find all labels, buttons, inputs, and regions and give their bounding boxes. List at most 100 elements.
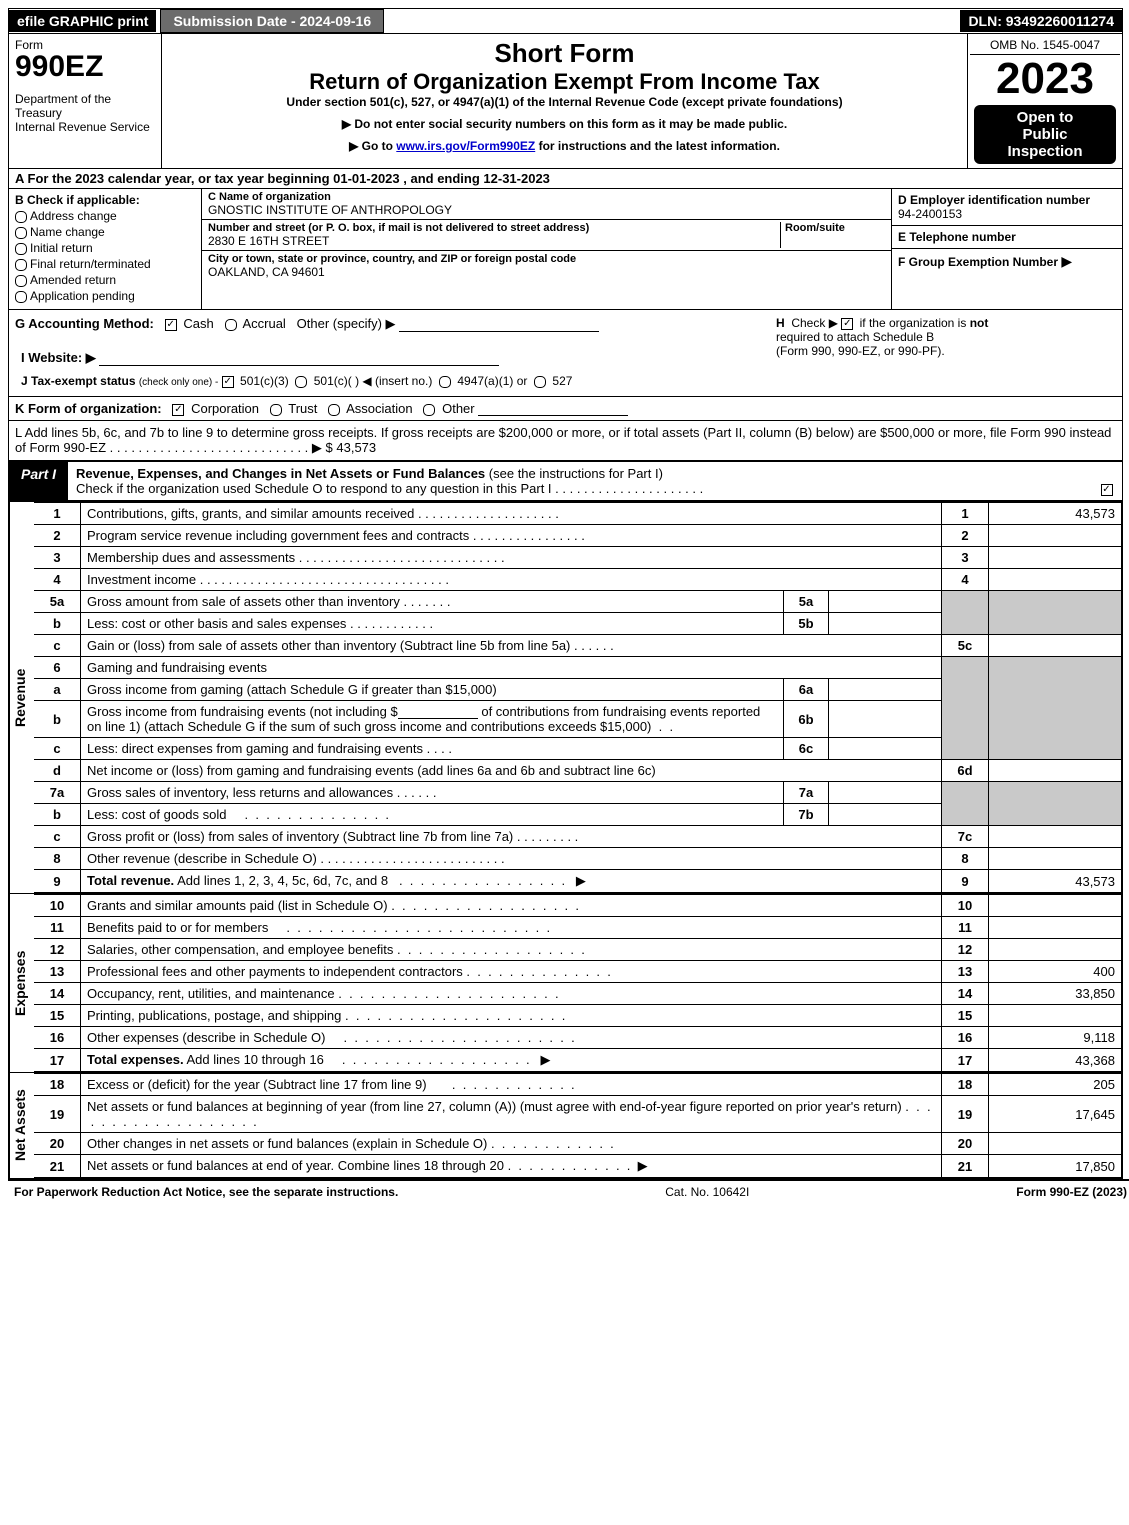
part-i-check-line: Check if the organization used Schedule … xyxy=(76,481,552,496)
form-header: Form 990EZ Department of the Treasury In… xyxy=(9,33,1122,168)
association-checkbox[interactable] xyxy=(328,404,340,416)
f-arrow: ▶ xyxy=(1061,253,1072,269)
accrual-checkbox[interactable] xyxy=(225,319,237,331)
f-label: F Group Exemption Number xyxy=(898,255,1058,269)
expenses-table: 10Grants and similar amounts paid (list … xyxy=(34,894,1122,1072)
other-org-input[interactable] xyxy=(478,401,628,416)
line-13: 13Professional fees and other payments t… xyxy=(34,961,1122,983)
ein-value: 94-2400153 xyxy=(898,207,962,221)
revenue-side-label: Revenue xyxy=(9,502,34,893)
association-label: Association xyxy=(346,401,412,416)
section-l: L Add lines 5b, 6c, and 7b to line 9 to … xyxy=(9,420,1122,460)
501c3-checkbox[interactable] xyxy=(222,376,234,388)
part-i-title: Revenue, Expenses, and Changes in Net As… xyxy=(68,462,1094,500)
501c-checkbox[interactable] xyxy=(295,376,307,388)
return-title: Return of Organization Exempt From Incom… xyxy=(168,69,961,95)
city-state-zip: OAKLAND, CA 94601 xyxy=(208,265,885,279)
line-6d-amt xyxy=(989,760,1122,782)
line-10: 10Grants and similar amounts paid (list … xyxy=(34,895,1122,917)
submission-date: Submission Date - 2024-09-16 xyxy=(160,9,384,33)
h-text1: Check ▶ xyxy=(791,316,838,330)
goto-suffix: for instructions and the latest informat… xyxy=(535,139,780,153)
department-label: Department of the Treasury Internal Reve… xyxy=(15,92,155,134)
section-g: G Accounting Method: Cash Accrual Other … xyxy=(15,316,776,390)
ssn-warning: ▶ Do not enter social security numbers o… xyxy=(168,117,961,131)
under-section: Under section 501(c), 527, or 4947(a)(1)… xyxy=(168,95,961,109)
l-text: L Add lines 5b, 6c, and 7b to line 9 to … xyxy=(15,425,1111,455)
sections-gh: G Accounting Method: Cash Accrual Other … xyxy=(9,309,1122,396)
page-footer: For Paperwork Reduction Act Notice, see … xyxy=(8,1179,1129,1203)
line-21: 21Net assets or fund balances at end of … xyxy=(34,1155,1122,1178)
other-input[interactable] xyxy=(399,317,599,332)
header-center: Short Form Return of Organization Exempt… xyxy=(162,34,967,168)
other-org-checkbox[interactable] xyxy=(423,404,435,416)
sections-def: D Employer identification number 94-2400… xyxy=(891,189,1122,309)
line-15: 15Printing, publications, postage, and s… xyxy=(34,1005,1122,1027)
check-initial-return[interactable]: Initial return xyxy=(15,241,195,255)
info-grid: B Check if applicable: Address change Na… xyxy=(9,188,1122,309)
part-i-note: (see the instructions for Part I) xyxy=(489,466,663,481)
form-number: 990EZ xyxy=(15,52,155,82)
section-k: K Form of organization: Corporation Trus… xyxy=(9,396,1122,420)
line-2: 2Program service revenue including gover… xyxy=(34,525,1122,547)
line-12: 12Salaries, other compensation, and empl… xyxy=(34,939,1122,961)
schedule-b-checkbox[interactable] xyxy=(841,318,853,330)
line-1: 1Contributions, gifts, grants, and simil… xyxy=(34,503,1122,525)
line-9: 9Total revenue. Add lines 1, 2, 3, 4, 5c… xyxy=(34,870,1122,893)
netassets-table: 18Excess or (deficit) for the year (Subt… xyxy=(34,1073,1122,1178)
revenue-section: Revenue 1Contributions, gifts, grants, a… xyxy=(9,501,1122,893)
corporation-checkbox[interactable] xyxy=(172,404,184,416)
section-h: H Check ▶ if the organization is not req… xyxy=(776,316,1116,390)
tax-year: 2023 xyxy=(970,55,1120,103)
l-arrow: ▶ $ xyxy=(312,440,333,455)
check-application-pending[interactable]: Application pending xyxy=(15,289,195,303)
website-input[interactable] xyxy=(99,351,499,366)
b-subtitle: Check if applicable: xyxy=(27,193,140,207)
cash-checkbox[interactable] xyxy=(165,319,177,331)
check-name-change[interactable]: Name change xyxy=(15,225,195,239)
h-text3: required to attach Schedule B xyxy=(776,330,934,344)
org-name: GNOSTIC INSTITUTE OF ANTHROPOLOGY xyxy=(208,203,885,217)
line-20: 20Other changes in net assets or fund ba… xyxy=(34,1133,1122,1155)
accrual-label: Accrual xyxy=(242,316,285,331)
schedule-o-checkbox[interactable] xyxy=(1101,484,1113,496)
527-checkbox[interactable] xyxy=(534,376,546,388)
open-public-badge: Open to Public Inspection xyxy=(974,105,1116,164)
header-right: OMB No. 1545-0047 2023 Open to Public In… xyxy=(967,34,1122,168)
k-label: K Form of organization: xyxy=(15,401,162,416)
g-label: G Accounting Method: xyxy=(15,316,154,331)
insert-no: ◀ (insert no.) xyxy=(362,374,432,388)
h-not: not xyxy=(970,316,989,330)
section-a: A For the 2023 calendar year, or tax yea… xyxy=(9,168,1122,188)
other-label: Other (specify) ▶ xyxy=(297,316,396,331)
part-i-checkbox-cell xyxy=(1094,462,1122,500)
line-7c: cGross profit or (loss) from sales of in… xyxy=(34,826,1122,848)
room-label: Room/suite xyxy=(785,222,885,234)
gross-receipts: 43,573 xyxy=(336,440,376,455)
dept-treasury: Department of the Treasury xyxy=(15,92,111,120)
line-14: 14Occupancy, rent, utilities, and mainte… xyxy=(34,983,1122,1005)
line-7a: 7aGross sales of inventory, less returns… xyxy=(34,782,1122,804)
4947-checkbox[interactable] xyxy=(439,376,451,388)
line-19: 19Net assets or fund balances at beginni… xyxy=(34,1096,1122,1133)
line-11: 11Benefits paid to or for members . . . … xyxy=(34,917,1122,939)
irs-link[interactable]: www.irs.gov/Form990EZ xyxy=(396,139,535,153)
line-6d-num: 6d xyxy=(942,760,989,782)
trust-checkbox[interactable] xyxy=(270,404,282,416)
line-8: 8Other revenue (describe in Schedule O) … xyxy=(34,848,1122,870)
city-label: City or town, state or province, country… xyxy=(208,253,885,265)
efile-label[interactable]: efile GRAPHIC print xyxy=(9,10,156,32)
expenses-section: Expenses 10Grants and similar amounts pa… xyxy=(9,893,1122,1072)
check-address-change[interactable]: Address change xyxy=(15,209,195,223)
6b-amount-input[interactable] xyxy=(398,704,478,719)
line-16: 16Other expenses (describe in Schedule O… xyxy=(34,1027,1122,1049)
line-5a: 5aGross amount from sale of assets other… xyxy=(34,591,1122,613)
line-17: 17Total expenses. Add lines 10 through 1… xyxy=(34,1049,1122,1072)
check-amended-return[interactable]: Amended return xyxy=(15,273,195,287)
netassets-section: Net Assets 18Excess or (deficit) for the… xyxy=(9,1072,1122,1178)
line-5c: cGain or (loss) from sale of assets othe… xyxy=(34,635,1122,657)
short-form-title: Short Form xyxy=(168,38,961,69)
h-text4: (Form 990, 990-EZ, or 990-PF). xyxy=(776,344,945,358)
check-final-return[interactable]: Final return/terminated xyxy=(15,257,195,271)
trust-label: Trust xyxy=(288,401,317,416)
